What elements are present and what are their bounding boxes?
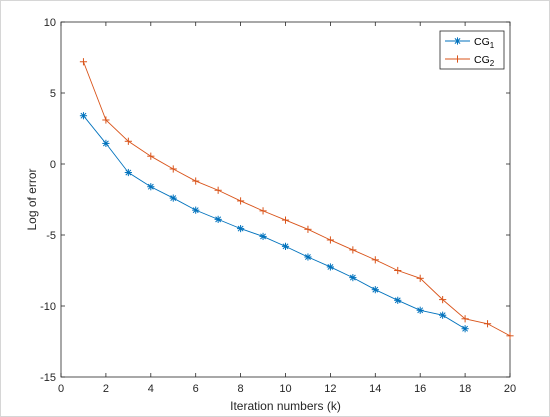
data-point-cg1 <box>237 225 245 233</box>
data-point-cg2 <box>439 296 447 304</box>
x-tick-label: 0 <box>58 383 64 395</box>
y-tick-label: 10 <box>44 17 56 29</box>
data-point-cg2 <box>371 256 379 264</box>
x-tick-label: 18 <box>459 383 471 395</box>
data-point-cg2 <box>461 315 469 323</box>
data-point-cg2 <box>147 152 155 160</box>
data-point-cg1 <box>192 206 200 214</box>
legend-box <box>439 30 505 70</box>
x-tick-label: 14 <box>369 383 381 395</box>
y-tick-label: -15 <box>40 372 56 384</box>
legend-swatch-marker <box>453 55 462 63</box>
data-point-cg1 <box>169 194 177 202</box>
legend-label-subscript: 2 <box>490 59 495 68</box>
y-axis-label: Log of error <box>25 168 39 230</box>
data-point-cg2 <box>169 165 177 173</box>
data-point-cg2 <box>124 137 132 145</box>
data-point-cg2 <box>237 197 245 205</box>
legend-swatch-marker <box>453 37 462 45</box>
data-point-cg1 <box>461 325 469 333</box>
data-point-cg2 <box>326 236 334 244</box>
data-point-cg2 <box>483 320 492 328</box>
data-point-cg1 <box>259 232 267 241</box>
plot-area <box>60 21 511 378</box>
x-axis-label: Iteration numbers (k) <box>230 399 341 413</box>
x-tick-label: 8 <box>238 383 244 395</box>
data-point-cg1 <box>147 183 155 191</box>
data-point-cg1 <box>371 286 379 294</box>
data-point-cg2 <box>304 225 312 233</box>
x-tick-label: 4 <box>148 383 154 395</box>
y-tick-label: -5 <box>46 230 56 242</box>
y-tick-label: -10 <box>40 301 56 313</box>
y-axis: 10 5 0 -5 -10 -15 <box>40 17 510 384</box>
data-point-cg2 <box>192 177 200 185</box>
y-tick-label: 0 <box>50 159 56 171</box>
data-point-cg1 <box>124 168 132 177</box>
data-point-cg1 <box>214 215 222 223</box>
legend-label-subscript: 1 <box>490 41 495 50</box>
data-point-cg2 <box>506 332 514 340</box>
data-point-cg2 <box>281 216 290 224</box>
legend-label-base: CG <box>474 54 490 66</box>
data-point-cg1 <box>394 296 402 304</box>
x-tick-label: 16 <box>414 383 426 395</box>
data-point-cg2 <box>214 186 222 194</box>
x-tick-label: 2 <box>103 383 109 395</box>
data-point-cg2 <box>394 266 402 275</box>
series-line-cg2 <box>83 61 511 337</box>
data-point-cg1 <box>349 274 357 282</box>
data-point-cg1 <box>304 253 312 261</box>
x-tick-label: 6 <box>193 383 199 395</box>
x-tick-label: 20 <box>504 383 516 395</box>
data-point-cg1 <box>439 311 447 319</box>
x-axis: 0 2 4 6 8 10 12 14 16 18 20 <box>58 22 516 395</box>
legend-label: CG1 <box>474 36 495 50</box>
data-point-cg1 <box>281 242 290 250</box>
data-point-cg1 <box>416 306 424 314</box>
data-point-cg1 <box>326 263 334 271</box>
data-point-cg1 <box>102 139 110 148</box>
series-group <box>79 58 514 340</box>
y-tick-label: 5 <box>50 88 56 100</box>
data-point-cg2 <box>79 58 88 66</box>
data-point-cg2 <box>416 274 424 282</box>
data-point-cg1 <box>79 112 88 120</box>
data-point-cg2 <box>349 246 357 254</box>
legend-label: CG2 <box>474 54 495 68</box>
x-tick-label: 10 <box>279 383 291 395</box>
data-point-cg2 <box>102 116 110 124</box>
legend-label-base: CG <box>474 36 490 48</box>
x-tick-label: 12 <box>324 383 336 395</box>
series-line-cg1 <box>83 115 466 330</box>
data-point-cg2 <box>259 207 267 215</box>
